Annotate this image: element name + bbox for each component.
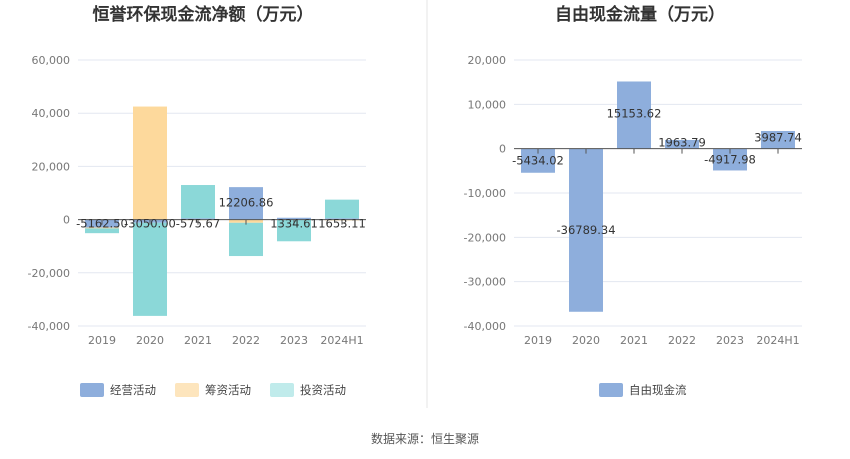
bar-2022	[665, 139, 699, 149]
x-tick-label: 2019	[524, 334, 552, 347]
bar-2021	[181, 218, 215, 220]
y-tick-label: -40,000	[28, 320, 70, 333]
y-tick-label: -30,000	[464, 276, 506, 289]
legend-swatch[interactable]	[80, 383, 104, 397]
y-tick-label: 60,000	[32, 54, 71, 67]
zero-line	[514, 148, 802, 154]
bar-2022	[229, 222, 263, 257]
grid	[78, 59, 366, 327]
data-label: -36789.34	[556, 223, 615, 237]
zero-line	[78, 219, 366, 225]
y-tick-label: -20,000	[28, 267, 70, 280]
y-tick-label: 10,000	[468, 98, 507, 111]
bar-2023	[277, 219, 311, 242]
x-tick-label: 2019	[88, 334, 116, 347]
data-labels: -5434.02 -36789.34 15153.62 1963.79 -4917.98…	[512, 107, 802, 238]
x-tick-label: 2022	[668, 334, 696, 347]
data-label: 1334.61	[270, 217, 318, 231]
x-axis: 2019 2020 2021 2022 2023 2024H1	[524, 334, 800, 347]
data-label: 1963.79	[658, 136, 706, 150]
y-tick-label: 40,000	[32, 107, 71, 120]
bar-2023	[713, 148, 747, 171]
legend-label[interactable]: 自由现金流	[629, 383, 687, 397]
bar-2020	[569, 148, 603, 312]
legend: 自由现金流	[599, 383, 687, 397]
legend-label[interactable]: 投资活动	[300, 383, 346, 397]
x-tick-label: 2023	[280, 334, 308, 347]
y-tick-label: -40,000	[464, 320, 506, 333]
x-tick-label: 2021	[184, 334, 212, 347]
x-tick-label: 2021	[620, 334, 648, 347]
legend-swatch[interactable]	[599, 383, 623, 397]
y-tick-label: -20,000	[464, 231, 506, 244]
data-label: -4917.98	[704, 153, 756, 167]
bar-2024H1	[325, 199, 359, 219]
bar-2020	[133, 106, 167, 220]
data-label: 12206.86	[219, 196, 274, 210]
y-tick-label: 20,000	[468, 54, 507, 67]
bars	[85, 106, 359, 316]
y-tick-label: 20,000	[32, 160, 71, 173]
x-axis: 2019 2020 2021 2022 2023 2024H1	[88, 334, 364, 347]
legend: 经营活动 筹资活动 投资活动	[80, 383, 346, 397]
bar-2019	[85, 227, 119, 229]
data-label: -5162.50	[76, 217, 128, 231]
legend-swatch[interactable]	[270, 383, 294, 397]
data-source: 数据来源：恒生聚源	[371, 431, 479, 446]
chart-title: 自由现金流量（万元）	[555, 4, 725, 25]
bar-2022	[229, 187, 263, 220]
x-tick-label: 2020	[572, 334, 600, 347]
bar-2023	[277, 217, 311, 220]
bar-2024H1	[325, 218, 359, 220]
cashflow-net-chart: 恒誉环保现金流净额（万元） -40,000 -20,000 0 20,000 40,00…	[28, 4, 366, 397]
y-tick-label: 0	[499, 143, 506, 156]
y-tick-label: 0	[63, 214, 70, 227]
bar-2021	[617, 81, 651, 149]
legend-label[interactable]: 经营活动	[110, 383, 156, 397]
x-tick-label: 2024H1	[756, 334, 799, 347]
data-labels: -5162.50-3050.00 -575.67 12206.86 1334.61 16…	[76, 196, 366, 231]
x-tick-label: 2024H1	[320, 334, 363, 347]
legend-swatch[interactable]	[175, 383, 199, 397]
bar-2024H1	[761, 130, 795, 149]
x-tick-label: 2020	[136, 334, 164, 347]
data-label: 1653.11	[318, 217, 366, 231]
data-label: 3987.74	[754, 131, 802, 145]
data-label: -3050.00	[124, 217, 176, 231]
data-label: -575.67	[176, 217, 220, 231]
y-axis: -40,000 -30,000 -20,000 -10,000 0 10,000 20,00…	[464, 54, 506, 333]
grid	[514, 59, 802, 327]
y-axis: -40,000 -20,000 0 20,000 40,000 60,000	[28, 54, 70, 333]
data-label: 15153.62	[607, 107, 662, 121]
bar-2019	[85, 228, 119, 234]
x-tick-label: 2023	[716, 334, 744, 347]
legend-label[interactable]: 筹资活动	[205, 383, 251, 397]
bar-2020	[133, 222, 167, 316]
free-cashflow-chart: 自由现金流量（万元） -40,000 -30,000 -20,000 -10,000 0…	[464, 4, 802, 397]
chart-title: 恒誉环保现金流净额（万元）	[93, 4, 314, 25]
x-tick-label: 2022	[232, 334, 260, 347]
data-label: -5434.02	[512, 154, 564, 168]
bar-2021	[181, 185, 215, 219]
y-tick-label: -10,000	[464, 187, 506, 200]
